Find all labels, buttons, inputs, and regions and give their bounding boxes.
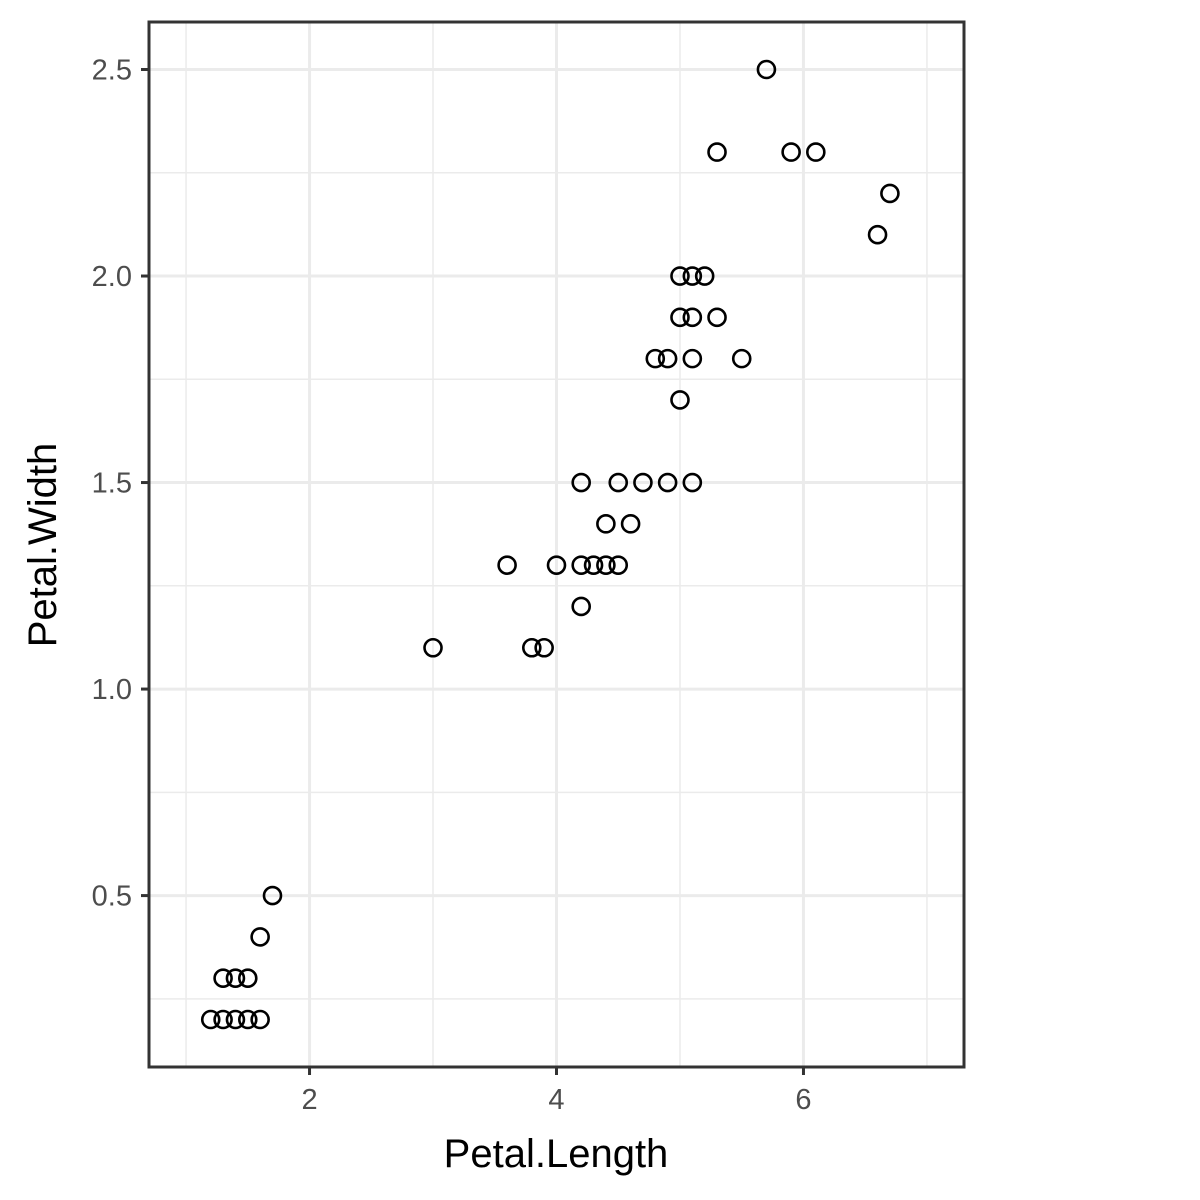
data-point [213, 1009, 233, 1030]
data-point [670, 307, 690, 328]
y-tick-label: 2.0 [92, 261, 132, 293]
data-point [534, 637, 554, 658]
data-point [756, 59, 777, 80]
data-point [225, 968, 246, 988]
data-point [707, 307, 727, 328]
x-tick-label: 4 [548, 1084, 564, 1116]
y-axis-ticks: 0.5 1.0 1.5 2.0 2.5 [92, 55, 149, 913]
major-gridlines [149, 22, 964, 1067]
y-tick-label: 2.5 [92, 55, 132, 87]
data-point [522, 637, 542, 658]
data-point [237, 1009, 258, 1030]
x-axis-title: Petal.Length [444, 1132, 669, 1176]
data-point [200, 1009, 221, 1030]
data-point [806, 142, 826, 162]
x-tick-label: 6 [795, 1084, 811, 1116]
data-point [781, 142, 801, 162]
data-point [608, 472, 629, 493]
data-point [645, 348, 666, 369]
y-tick-label: 1.0 [92, 674, 132, 706]
data-point [880, 183, 900, 204]
data-point [670, 390, 690, 410]
data-point [682, 348, 703, 369]
data-point [237, 968, 258, 988]
data-point [596, 555, 616, 575]
data-point [423, 637, 443, 658]
data-point [497, 555, 517, 575]
data-point [596, 514, 616, 534]
data-point [657, 472, 678, 493]
data-point [682, 307, 703, 328]
data-point [250, 1009, 270, 1030]
y-axis-title: Petal.Width [21, 443, 65, 648]
y-tick-label: 0.5 [92, 881, 132, 913]
x-tick-label: 2 [301, 1084, 317, 1116]
data-points [200, 59, 900, 1030]
data-point [670, 266, 690, 286]
data-point [682, 472, 703, 493]
data-point [657, 348, 678, 369]
data-point [213, 968, 233, 988]
data-point [250, 927, 270, 947]
data-point [867, 224, 888, 245]
data-point [546, 555, 567, 575]
data-point [633, 472, 653, 493]
data-point [583, 555, 604, 575]
data-point [707, 142, 727, 162]
data-point [571, 472, 591, 493]
data-point [571, 555, 591, 575]
data-point [682, 266, 703, 286]
data-point [262, 885, 283, 906]
data-point [694, 266, 715, 286]
data-point [571, 596, 591, 617]
data-point [225, 1009, 246, 1030]
data-point [620, 514, 641, 534]
x-axis-ticks: 2 4 6 [301, 1067, 812, 1116]
data-point [608, 555, 629, 575]
data-point [731, 348, 752, 369]
y-tick-label: 1.5 [92, 468, 132, 500]
